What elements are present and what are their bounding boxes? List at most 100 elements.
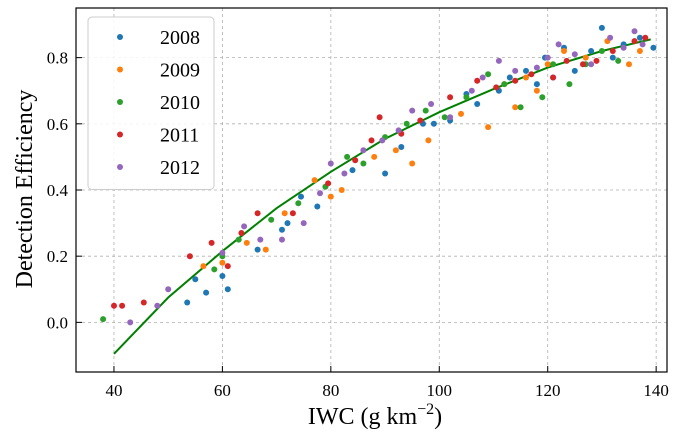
data-point-2008 <box>184 299 191 306</box>
data-point-2012 <box>571 51 578 58</box>
legend-marker-2010 <box>117 99 123 105</box>
legend: 2008 2009 2010 2011 2012 <box>87 16 215 190</box>
data-point-2012 <box>257 236 264 243</box>
data-point-2010 <box>100 316 107 323</box>
data-point-2011 <box>512 77 519 84</box>
data-point-2010 <box>235 236 242 243</box>
legend-marker-2008 <box>117 34 123 40</box>
data-point-2009 <box>626 61 632 68</box>
data-point-2010 <box>517 104 524 111</box>
data-point-2009 <box>512 104 519 111</box>
x-axis-label-exponent: −2 <box>417 401 434 418</box>
data-point-2011 <box>642 34 649 41</box>
legend-label-2011: 2011 <box>160 125 199 147</box>
data-point-2010 <box>501 81 508 88</box>
legend-label-2012: 2012 <box>160 157 200 179</box>
data-point-2012 <box>409 107 416 114</box>
data-point-2012 <box>241 223 248 230</box>
data-point-2008 <box>298 193 304 200</box>
data-point-2011 <box>238 230 245 236</box>
data-point-2012 <box>479 74 486 81</box>
data-point-2010 <box>268 216 275 223</box>
data-point-2012 <box>620 44 627 51</box>
x-tick-label: 100 <box>427 381 453 400</box>
data-point-2008 <box>430 120 437 127</box>
data-point-2012 <box>360 147 367 154</box>
data-point-2009 <box>262 246 269 253</box>
data-point-2011 <box>580 61 586 68</box>
data-point-2008 <box>314 203 321 210</box>
data-point-2011 <box>593 57 600 64</box>
data-point-2009 <box>533 87 540 94</box>
data-point-2012 <box>495 57 502 64</box>
data-point-2009 <box>485 124 492 131</box>
data-point-2009 <box>636 48 643 54</box>
data-point-2012 <box>468 87 475 94</box>
y-tick-label: 0.4 <box>47 181 69 200</box>
data-point-2012 <box>447 114 454 121</box>
data-point-2011 <box>325 180 332 187</box>
data-point-2010 <box>539 94 546 101</box>
data-point-2008 <box>650 44 657 51</box>
data-point-2012 <box>317 190 323 197</box>
data-point-2009 <box>458 110 464 117</box>
data-point-2011 <box>254 210 261 217</box>
series-2012 <box>127 28 646 326</box>
y-tick-label: 0.0 <box>47 313 68 332</box>
data-point-2010 <box>463 94 470 101</box>
data-point-2010 <box>403 120 410 127</box>
data-point-2011 <box>417 117 424 124</box>
data-point-2012 <box>379 137 386 144</box>
data-point-2009 <box>409 160 416 167</box>
legend-label-2009: 2009 <box>160 60 200 82</box>
data-point-2008 <box>279 226 285 233</box>
data-point-2012 <box>588 61 595 68</box>
data-point-2012 <box>279 236 285 243</box>
scatter-points <box>100 24 657 326</box>
data-point-2011 <box>208 239 215 246</box>
data-point-2012 <box>631 28 638 35</box>
data-point-2008 <box>254 246 261 253</box>
data-point-2012 <box>639 41 646 48</box>
data-point-2011 <box>474 77 481 84</box>
data-point-2008 <box>636 34 643 41</box>
legend-marker-2009 <box>117 66 123 73</box>
data-point-2012 <box>555 41 562 48</box>
data-point-2008 <box>203 289 210 296</box>
x-axis-label-main: IWC (g km <box>308 404 418 430</box>
y-axis-label: Detection Efficiency <box>12 90 38 289</box>
data-point-2011 <box>119 302 126 309</box>
y-tick-label: 0.6 <box>47 115 68 134</box>
y-tick-label: 0.2 <box>47 247 68 266</box>
data-point-2009 <box>243 239 250 246</box>
data-point-2008 <box>474 101 481 107</box>
data-point-2012 <box>607 34 614 41</box>
legend-label-2008: 2008 <box>160 27 200 49</box>
data-point-2012 <box>300 220 307 227</box>
data-point-2012 <box>165 286 172 293</box>
data-point-2012 <box>327 160 334 167</box>
data-point-2008 <box>284 220 291 227</box>
data-point-2011 <box>140 299 147 306</box>
data-point-2008 <box>382 170 389 177</box>
data-point-2008 <box>609 54 616 61</box>
data-point-2011 <box>376 114 383 121</box>
data-point-2009 <box>523 74 529 81</box>
data-point-2009 <box>371 153 378 160</box>
data-point-2010 <box>598 48 605 54</box>
data-point-2008 <box>588 48 595 54</box>
data-point-2008 <box>192 276 199 283</box>
data-point-2012 <box>219 249 226 256</box>
data-point-2012 <box>428 101 435 107</box>
x-tick-label: 40 <box>105 381 122 400</box>
data-point-2008 <box>506 74 513 81</box>
data-point-2009 <box>392 147 399 154</box>
data-point-2008 <box>533 81 540 88</box>
x-tick-label: 120 <box>535 381 561 400</box>
x-tick-label: 60 <box>214 381 231 400</box>
data-point-2011 <box>289 210 296 217</box>
x-tick-label: 80 <box>322 381 339 400</box>
data-point-2011 <box>368 137 375 144</box>
